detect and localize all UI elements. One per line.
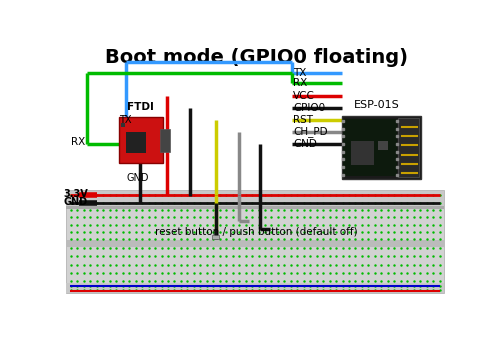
Bar bbox=[398, 118, 419, 177]
Bar bbox=[351, 141, 374, 165]
Text: reset button / push button (default off): reset button / push button (default off) bbox=[155, 227, 358, 237]
Text: GND: GND bbox=[293, 139, 317, 149]
Text: VCC: VCC bbox=[293, 91, 315, 101]
Text: RX: RX bbox=[293, 78, 308, 88]
Text: RST: RST bbox=[293, 115, 313, 125]
Text: 3.3V: 3.3V bbox=[64, 189, 88, 199]
Text: CH_PD: CH_PD bbox=[293, 127, 328, 137]
Text: RX: RX bbox=[72, 137, 86, 147]
Bar bbox=[66, 282, 444, 292]
Text: TX: TX bbox=[293, 68, 306, 78]
Bar bbox=[342, 116, 421, 179]
Bar bbox=[120, 123, 126, 127]
Text: GPIO0: GPIO0 bbox=[293, 103, 325, 113]
Bar bbox=[212, 235, 220, 239]
Text: FTDI: FTDI bbox=[126, 102, 154, 112]
Bar bbox=[66, 240, 444, 247]
Text: TX: TX bbox=[120, 115, 132, 125]
Text: Boot mode (GPIO0 floating): Boot mode (GPIO0 floating) bbox=[105, 48, 408, 67]
Text: ESP-01S: ESP-01S bbox=[354, 100, 399, 109]
Bar bbox=[342, 119, 397, 176]
Bar bbox=[118, 117, 163, 163]
Bar bbox=[126, 132, 146, 153]
Bar bbox=[66, 190, 444, 292]
Text: GND: GND bbox=[126, 173, 149, 183]
Bar bbox=[378, 141, 388, 150]
Bar bbox=[160, 129, 170, 152]
Bar bbox=[66, 207, 444, 209]
Bar bbox=[66, 190, 444, 207]
Text: GND: GND bbox=[64, 197, 88, 207]
